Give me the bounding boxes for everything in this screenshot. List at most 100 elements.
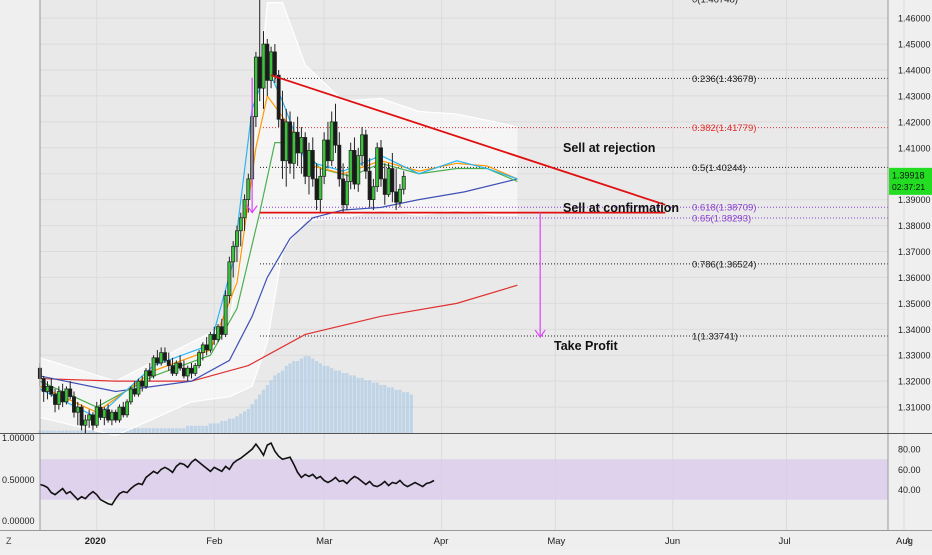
candle-body	[117, 406, 122, 421]
volume-bar	[49, 430, 53, 433]
volume-bar	[265, 385, 269, 433]
time-tick-label: Aug	[896, 536, 913, 547]
candle-body	[276, 74, 281, 120]
candle-body	[265, 43, 270, 81]
fib-level-label: 0.618(1.38709)	[692, 203, 756, 214]
rsi-tick-label: 80.00	[898, 445, 921, 455]
volume-bar	[314, 361, 319, 433]
candle-body	[386, 168, 391, 195]
volume-bar	[409, 394, 413, 433]
candle-body	[223, 295, 228, 335]
candle-body	[337, 144, 342, 180]
price-tag	[889, 167, 932, 195]
candle-body	[53, 393, 58, 405]
candle-body	[113, 411, 118, 421]
candle-body	[193, 365, 198, 374]
volume-bar	[250, 404, 254, 433]
bollinger-lower	[39, 209, 518, 437]
volume-bar	[79, 430, 84, 433]
candle-body	[231, 245, 236, 263]
annotations: Sell at rejection Sell at confirmation Tak…	[554, 141, 679, 353]
candle-body	[322, 139, 327, 177]
volume-bar	[182, 428, 186, 433]
time-tick-label: Jul	[779, 536, 791, 547]
candle-body	[49, 385, 54, 395]
candle-body	[333, 121, 338, 146]
bollinger-fill	[39, 2, 518, 436]
candle-body	[394, 191, 399, 203]
time-tick-label: Apr	[434, 536, 449, 547]
price-tick-label: 1.35000	[898, 299, 931, 309]
volume-bar	[368, 380, 372, 433]
candle-body	[235, 230, 239, 247]
candle-body	[371, 186, 376, 200]
candlestick-series[interactable]	[37, 0, 406, 433]
candle-body	[401, 175, 406, 190]
volume-bar	[189, 425, 194, 433]
volume-bar	[254, 399, 258, 433]
candle-body	[291, 131, 296, 164]
candle-body	[344, 181, 349, 206]
volume-bar	[205, 425, 209, 433]
candle-body	[102, 409, 107, 418]
volume-bar	[87, 430, 91, 433]
volume-bar	[402, 392, 406, 433]
fib-level-label: 0(1.46748)	[692, 0, 738, 5]
candle-body	[314, 178, 319, 200]
fibonacci-levels: 0(1.46748) 0.236(1.43678) 0.382(1.41779) 0.…	[260, 0, 888, 343]
candle-body	[356, 155, 361, 185]
volume-bar	[330, 368, 334, 433]
candle-body	[125, 401, 130, 416]
price-tick-label: 1.42000	[898, 117, 931, 127]
candle-body	[197, 352, 202, 366]
current-price-label: 1.39918	[892, 170, 925, 180]
candle-body	[132, 388, 137, 395]
candle-body	[325, 139, 330, 162]
timezone-marker: Z	[6, 536, 12, 546]
fib-level-label: 1(1.33741)	[692, 332, 738, 343]
candle-body	[246, 178, 251, 200]
candle-body	[200, 344, 205, 353]
volume-bar	[57, 430, 61, 433]
arrow-head	[246, 205, 258, 214]
candle-body	[98, 406, 103, 418]
volume-bar	[356, 377, 360, 433]
candle-body	[136, 380, 141, 395]
volume-bar	[246, 409, 250, 433]
volume-bar	[193, 425, 197, 433]
volume-bar	[360, 377, 364, 433]
volume-bar	[64, 430, 69, 433]
volume-bar	[269, 380, 273, 433]
candle-body	[189, 367, 194, 374]
volume-bar	[155, 428, 159, 433]
candle-body	[242, 199, 247, 219]
candle-body	[45, 385, 50, 392]
candle-body	[216, 326, 220, 341]
volume-bar	[352, 375, 357, 433]
volume-bar	[277, 373, 281, 433]
candle-body	[269, 51, 274, 81]
candle-body	[329, 121, 334, 162]
candle-body	[87, 414, 92, 421]
candle-body	[238, 217, 243, 232]
annotation-sell-at-rejection: Sell at rejection	[563, 141, 655, 155]
volume-bar	[235, 416, 239, 433]
volume-bar	[242, 411, 247, 433]
volume-bar	[201, 425, 205, 433]
price-tick-label: 1.39000	[898, 195, 931, 205]
candle-body	[174, 362, 179, 374]
candle-body	[208, 334, 213, 351]
candle-body	[41, 378, 46, 392]
price-tick-label: 1.34000	[898, 325, 931, 335]
volume-bar	[227, 418, 231, 433]
moving-average-line	[39, 178, 518, 393]
candle-body	[83, 419, 88, 426]
volume-bar	[159, 428, 163, 433]
projection-arrows	[246, 77, 546, 339]
volume-bar	[375, 382, 379, 433]
rsi-line	[39, 441, 435, 506]
time-tick-label: May	[547, 536, 565, 547]
volume-bar	[95, 430, 99, 433]
